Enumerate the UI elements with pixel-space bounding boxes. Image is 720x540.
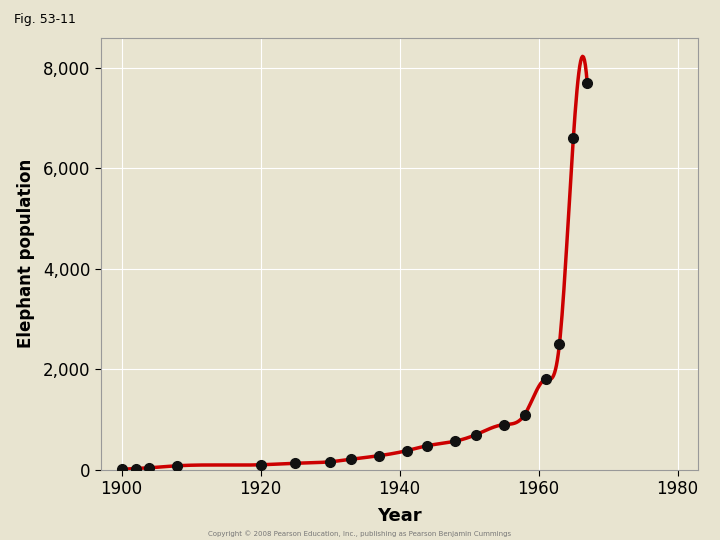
Point [289,459,301,468]
Point [540,375,552,384]
Point [582,79,593,87]
Point [401,447,413,455]
Point [422,441,433,450]
Point [116,465,127,474]
Point [519,410,531,419]
Point [373,451,384,460]
X-axis label: Year: Year [377,507,422,524]
Point [171,462,183,470]
Point [567,134,579,143]
Point [554,340,565,348]
Point [255,461,266,469]
Point [498,420,510,429]
Point [470,430,482,439]
Point [144,463,156,472]
Point [130,464,141,473]
Point [345,455,356,463]
Y-axis label: Elephant population: Elephant population [17,159,35,348]
Text: Copyright © 2008 Pearson Education, Inc., publishing as Pearson Benjamin Cumming: Copyright © 2008 Pearson Education, Inc.… [208,531,512,537]
Text: Fig. 53-11: Fig. 53-11 [14,14,76,26]
Point [324,457,336,466]
Point [449,437,461,445]
